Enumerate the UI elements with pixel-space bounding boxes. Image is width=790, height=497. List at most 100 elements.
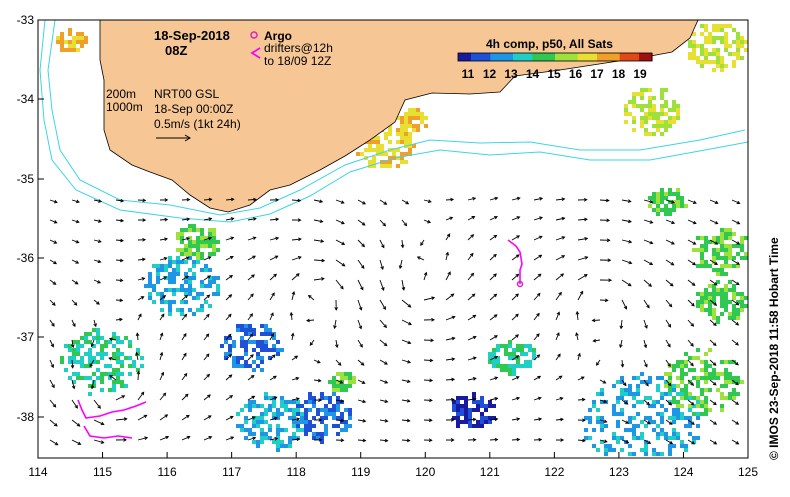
sst-pixel — [192, 244, 196, 248]
sst-pixel — [592, 444, 596, 448]
sst-pixel — [160, 264, 164, 268]
sst-pixel — [240, 364, 244, 368]
sst-pixel — [700, 392, 704, 396]
sst-pixel — [700, 360, 704, 364]
sst-pixel — [732, 316, 736, 320]
sst-pixel — [740, 244, 744, 248]
sst-pixel — [80, 376, 84, 380]
sst-pixel — [660, 192, 664, 196]
sst-pixel — [676, 404, 680, 408]
sst-pixel — [248, 324, 252, 328]
sst-pixel — [676, 116, 680, 120]
sst-pixel — [704, 372, 708, 376]
sst-pixel — [588, 408, 592, 412]
sst-pixel — [660, 108, 664, 112]
sst-pixel — [68, 360, 72, 364]
sst-pixel — [184, 244, 188, 248]
sst-pixel — [104, 340, 108, 344]
sst-pixel — [284, 400, 288, 404]
sst-pixel — [344, 376, 348, 380]
sst-pixel — [740, 292, 744, 296]
sst-pixel — [504, 368, 508, 372]
sst-pixel — [128, 364, 132, 368]
sst-pixel — [664, 392, 668, 396]
sst-pixel — [712, 256, 716, 260]
sst-pixel — [712, 40, 716, 44]
sst-pixel — [624, 104, 628, 108]
sst-pixel — [72, 372, 76, 376]
sst-pixel — [728, 376, 732, 380]
sst-pixel — [324, 424, 328, 428]
sst-pixel — [528, 360, 532, 364]
sst-pixel — [200, 228, 204, 232]
sst-pixel — [716, 372, 720, 376]
sst-pixel — [700, 260, 704, 264]
sst-pixel — [240, 328, 244, 332]
sst-pixel — [624, 428, 628, 432]
sst-pixel — [648, 88, 652, 92]
sst-pixel — [188, 248, 192, 252]
sst-pixel — [696, 300, 700, 304]
sst-pixel — [620, 376, 624, 380]
sst-pixel — [732, 288, 736, 292]
sst-pixel — [500, 344, 504, 348]
sst-pixel — [620, 436, 624, 440]
sst-pixel — [388, 128, 392, 132]
sst-pixel — [192, 252, 196, 256]
sst-pixel — [728, 300, 732, 304]
sst-pixel — [408, 120, 412, 124]
sst-pixel — [180, 308, 184, 312]
sst-pixel — [184, 280, 188, 284]
sst-pixel — [720, 68, 724, 72]
sst-pixel — [276, 348, 280, 352]
sst-pixel — [408, 148, 412, 152]
sst-pixel — [704, 352, 708, 356]
sst-pixel — [112, 388, 116, 392]
sst-pixel — [704, 404, 708, 408]
sst-pixel — [332, 388, 336, 392]
sst-pixel — [404, 120, 408, 124]
sst-pixel — [260, 368, 264, 372]
sst-pixel — [240, 340, 244, 344]
sst-pixel — [512, 368, 516, 372]
sst-pixel — [88, 356, 92, 360]
sst-pixel — [152, 284, 156, 288]
sst-pixel — [264, 324, 268, 328]
sst-pixel — [172, 268, 176, 272]
sst-pixel — [636, 424, 640, 428]
sst-pixel — [676, 200, 680, 204]
sst-pixel — [236, 360, 240, 364]
sst-pixel — [640, 432, 644, 436]
sst-pixel — [168, 256, 172, 260]
sst-pixel — [700, 252, 704, 256]
sst-pixel — [704, 48, 708, 52]
sst-pixel — [348, 412, 352, 416]
sst-pixel — [664, 432, 668, 436]
sst-pixel — [648, 416, 652, 420]
sst-pixel — [508, 364, 512, 368]
sst-pixel — [476, 424, 480, 428]
y-tick-label: -33 — [17, 13, 35, 27]
sst-pixel — [696, 416, 700, 420]
sst-pixel — [632, 104, 636, 108]
sst-pixel — [720, 232, 724, 236]
sst-pixel — [216, 276, 220, 280]
sst-pixel — [672, 400, 676, 404]
sst-pixel — [216, 248, 220, 252]
sst-pixel — [268, 428, 272, 432]
sst-pixel — [636, 388, 640, 392]
sst-pixel — [68, 344, 72, 348]
sst-pixel — [108, 364, 112, 368]
colorbar-tick-label: 14 — [526, 67, 540, 81]
sst-pixel — [180, 288, 184, 292]
sst-pixel — [408, 140, 412, 144]
sst-pixel — [476, 404, 480, 408]
sst-pixel — [660, 188, 664, 192]
sst-pixel — [648, 376, 652, 380]
sst-pixel — [408, 124, 412, 128]
sst-pixel — [744, 40, 748, 44]
sst-pixel — [728, 232, 732, 236]
sst-pixel — [340, 376, 344, 380]
sst-pixel — [172, 300, 176, 304]
sst-pixel — [696, 304, 700, 308]
